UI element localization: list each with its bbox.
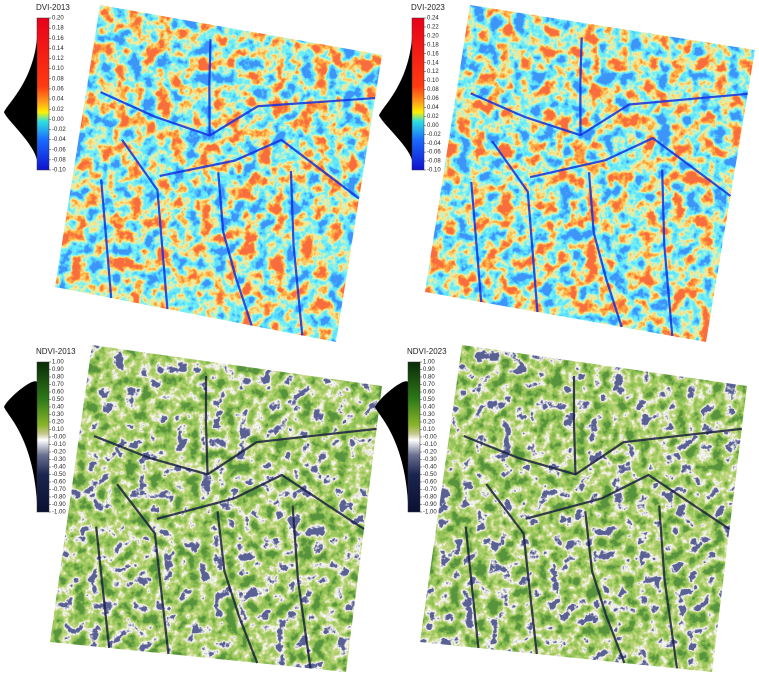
colorbar-tick-label: -0.10	[427, 168, 441, 174]
histogram-shape	[4, 381, 37, 502]
colorbar-tick-label: 0.14	[52, 46, 64, 52]
colorbar-tick-label: 0.40	[423, 405, 435, 411]
colorbar-tick-label: 0.10	[52, 66, 64, 72]
colorbar	[408, 362, 420, 512]
colorbar-tick-label: -0.10	[52, 442, 66, 448]
colorbar-tick-label: -0.70	[423, 487, 437, 493]
colorbar-tick-label: -0.08	[52, 157, 66, 163]
colorbar-tick-label: -0.40	[423, 465, 437, 471]
colorbar-tick-label: -0.06	[427, 150, 441, 156]
colorbar-tick-label: 0.24	[427, 16, 439, 22]
colorbar-tick-label: -0.70	[52, 487, 66, 493]
colorbar-title: NDVI-2023	[407, 347, 447, 356]
colorbar-tick-label: 0.30	[423, 412, 435, 418]
colorbar-tick-label: 0.22	[427, 25, 439, 31]
colorbar-tick-label: 0.00	[52, 117, 64, 123]
colorbar	[37, 362, 49, 512]
colorbar-tick-label: 0.14	[427, 60, 439, 66]
colorbar-tick-label: 0.18	[427, 42, 439, 48]
colorbar-tick-label: 0.10	[52, 427, 64, 433]
colorbar-tick-label: -0.30	[52, 457, 66, 463]
colorbar-tick-label: -0.04	[52, 137, 66, 143]
colorbar-tick-label: -0.80	[423, 495, 437, 501]
colorbar-tick-label: 0.12	[427, 69, 439, 75]
colorbar-tick-label: -0.90	[52, 502, 66, 508]
river	[209, 39, 210, 135]
colorbar-tick-label: -0.90	[423, 502, 437, 508]
colorbar-tick-label: 0.50	[52, 397, 64, 403]
colorbar-tick-label: 0.02	[52, 107, 64, 113]
colorbar-tick-label: -0.60	[423, 480, 437, 486]
colorbar-tick-label: 0.80	[52, 375, 64, 381]
colorbar-tick-label: 0.16	[427, 51, 439, 57]
histogram-shape	[4, 38, 37, 160]
colorbar-title: DVI-2023	[411, 3, 445, 12]
colorbar-title: NDVI-2013	[36, 347, 76, 356]
colorbar-tick-label: 0.60	[423, 390, 435, 396]
colorbar-tick-label: -0.50	[423, 472, 437, 478]
colorbar-tick-label: -0.06	[52, 147, 66, 153]
colorbar-tick-label: -0.02	[427, 132, 441, 138]
colorbar-tick-label: 0.10	[423, 427, 435, 433]
colorbar-tick-label: -0.20	[423, 450, 437, 456]
colorbar-tick-label: 0.80	[423, 375, 435, 381]
colorbar-tick-label: 0.70	[423, 382, 435, 388]
colorbar-tick-label: -1.00	[423, 510, 437, 516]
colorbar-tick-label: 1.00	[423, 360, 435, 366]
histogram-shape	[379, 38, 412, 160]
colorbar	[37, 18, 49, 170]
colorbar-tick-label: 0.00	[427, 123, 439, 129]
colorbar-tick-label: 0.90	[52, 367, 64, 373]
figure: DVI-2013 0.20 0.18 0.16 0.14 0.12 0.10 0.08 0.06…	[0, 0, 759, 687]
colorbar-tick-label: -0.04	[427, 141, 441, 147]
colorbar-tick-label: -0.02	[52, 127, 66, 133]
colorbar-tick-label: 0.16	[52, 36, 64, 42]
colorbar-tick-label: -1.00	[52, 510, 66, 516]
colorbar-tick-label: 0.18	[52, 26, 64, 32]
colorbar-tick-label: 0.20	[423, 420, 435, 426]
colorbar-tick-label: -0.50	[52, 472, 66, 478]
colorbar-tick-label: 0.02	[427, 114, 439, 120]
colorbar-tick-label: 0.08	[427, 87, 439, 93]
colorbar-tick-label: 0.20	[52, 16, 64, 22]
colorbar-tick-label: -0.60	[52, 480, 66, 486]
colorbar-tick-label: 0.70	[52, 382, 64, 388]
colorbar-tick-label: -0.00	[423, 435, 437, 441]
colorbar-title: DVI-2013	[36, 3, 70, 12]
colorbar-tick-label: 0.08	[52, 76, 64, 82]
colorbar-tick-label: 0.10	[427, 78, 439, 84]
colorbar-tick-label: 0.30	[52, 412, 64, 418]
colorbar-tick-label: -0.00	[52, 435, 66, 441]
colorbar-tick-label: 0.90	[423, 367, 435, 373]
colorbar-tick-label: 0.04	[427, 105, 439, 111]
colorbar	[412, 18, 424, 170]
colorbar-tick-label: -0.10	[423, 442, 437, 448]
colorbar-tick-label: 0.20	[52, 420, 64, 426]
colorbar-tick-label: -0.10	[52, 168, 66, 174]
colorbar-tick-label: 0.06	[427, 96, 439, 102]
colorbar-tick-label: 0.12	[52, 56, 64, 62]
colorbar-tick-label: 0.20	[427, 33, 439, 39]
colorbar-tick-label: -0.30	[423, 457, 437, 463]
colorbar-tick-label: -0.80	[52, 495, 66, 501]
colorbar-tick-label: -0.08	[427, 159, 441, 165]
colorbar-tick-label: 0.06	[52, 87, 64, 93]
colorbar-tick-label: 1.00	[52, 360, 64, 366]
colorbar-tick-label: 0.60	[52, 390, 64, 396]
colorbar-tick-label: 0.04	[52, 97, 64, 103]
colorbar-tick-label: 0.40	[52, 405, 64, 411]
colorbar-tick-label: -0.20	[52, 450, 66, 456]
colorbar-tick-label: 0.50	[423, 397, 435, 403]
colorbar-tick-label: -0.40	[52, 465, 66, 471]
